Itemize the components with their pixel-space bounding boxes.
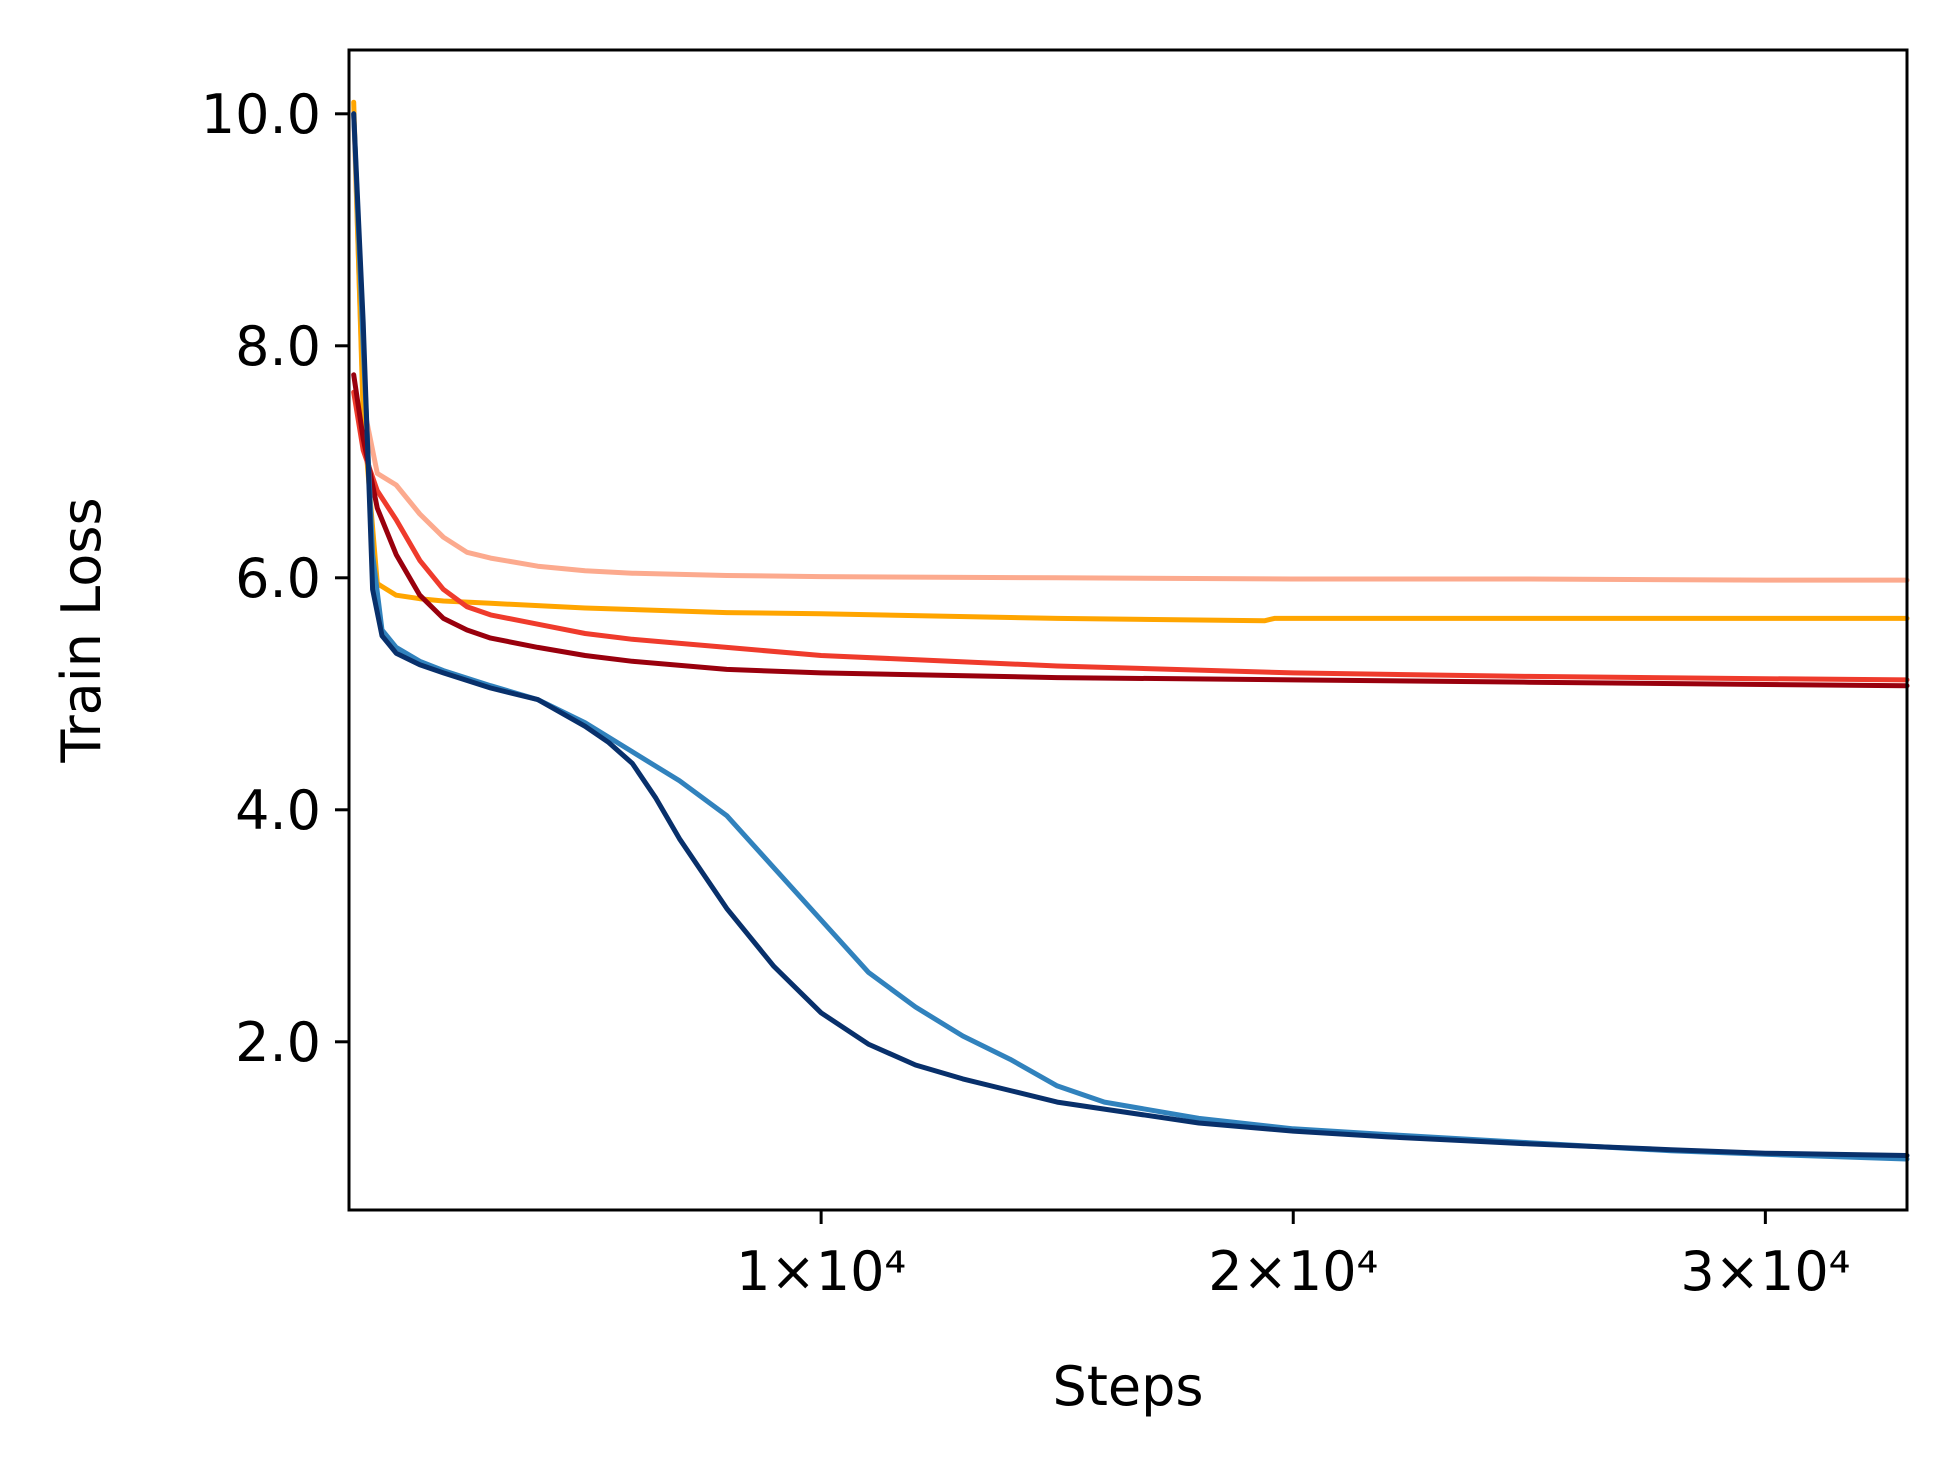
series-line-6 <box>351 111 1910 1158</box>
y-tick-label-1: 2.0 <box>235 1011 321 1074</box>
x-tick-label-1: 1×10⁴ <box>736 1240 906 1303</box>
series-line-2 <box>351 99 1910 624</box>
y-tick-label-5: 10.0 <box>201 83 321 146</box>
x-tick-label-3: 3×10⁴ <box>1680 1240 1850 1303</box>
x-axis-label: Steps <box>1052 1355 1203 1418</box>
y-tick-label-4: 8.0 <box>235 315 321 378</box>
series-line-1 <box>351 111 1910 583</box>
y-axis: 2.0 4.0 6.0 8.0 10.0 <box>201 83 349 1074</box>
x-tick-label-2: 2×10⁴ <box>1208 1240 1378 1303</box>
x-axis: 1×10⁴ 2×10⁴ 3×10⁴ <box>736 1210 1850 1303</box>
y-tick-label-3: 6.0 <box>235 547 321 610</box>
plot-frame <box>347 48 1909 1212</box>
series-line-3 <box>351 389 1910 683</box>
series-layer <box>351 99 1910 1162</box>
series-line-4 <box>351 372 1910 689</box>
y-tick-label-2: 4.0 <box>235 779 321 842</box>
y-axis-label: Train Loss <box>50 497 113 763</box>
